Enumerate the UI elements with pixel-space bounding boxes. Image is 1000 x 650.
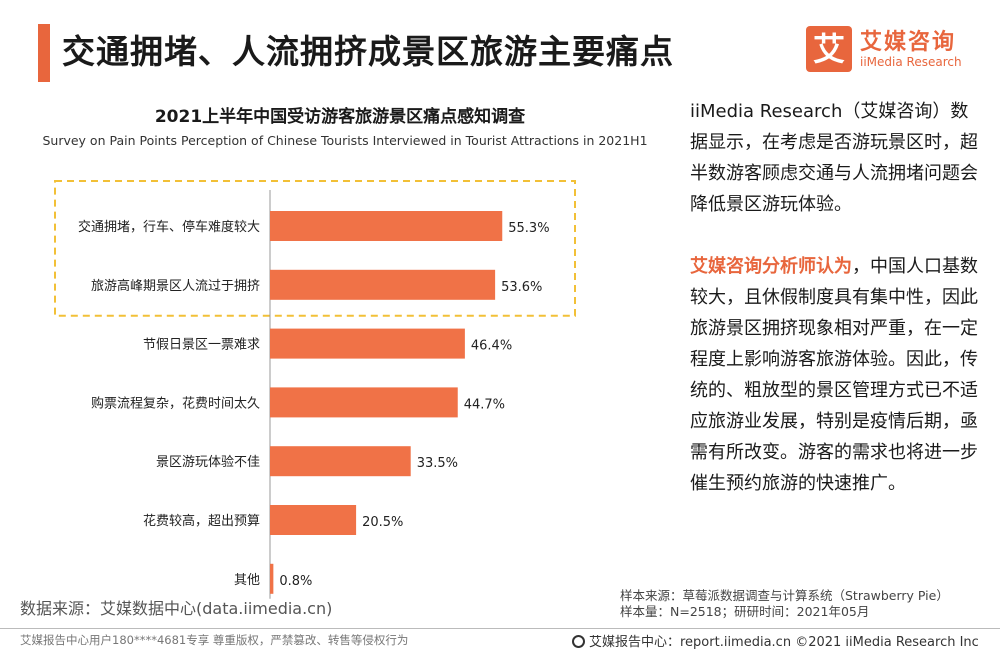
sample-source: 样本来源：草莓派数据调查与计算系统（Strawberry Pie） <box>620 588 949 603</box>
bar-1 <box>270 211 503 241</box>
value-label-6: 20.5% <box>362 515 403 530</box>
chart-title: 2021上半年中国受访游客旅游景区痛点感知调查 <box>154 107 526 127</box>
footer-site-text: 艾媒报告中心：report.iimedia.cn ©2021 iiMedia R… <box>589 635 979 650</box>
value-label-2: 53.6% <box>501 280 542 295</box>
analyst-highlight: 艾媒咨询分析师认为 <box>690 256 852 277</box>
logo-mark-icon: 艾 <box>806 26 852 72</box>
footer-site: 艾媒报告中心：report.iimedia.cn ©2021 iiMedia R… <box>572 631 979 650</box>
logo-text-cn: 艾媒咨询 <box>860 30 957 55</box>
sample-size: 样本量：N=2518；研研时间：2021年05月 <box>620 604 870 619</box>
logo-text-en: iiMedia Research <box>860 55 962 69</box>
highlight-box <box>54 180 576 317</box>
analysis-text: iiMedia Research（艾媒咨询）数据显示，在考虑是否游玩景区时，超半… <box>690 96 980 499</box>
sample-info: 样本来源：草莓派数据调查与计算系统（Strawberry Pie） 样本量：N=… <box>590 588 990 620</box>
category-label-7: 其他 <box>234 573 260 588</box>
bar-5 <box>270 446 411 477</box>
footer-divider <box>0 628 1000 629</box>
analysis-paragraph-1: iiMedia Research（艾媒咨询）数据显示，在考虑是否游玩景区时，超半… <box>690 101 978 215</box>
analysis-paragraph-2: 艾媒咨询分析师认为，中国人口基数较大，且休假制度具有集中性，因此旅游景区拥挤现象… <box>690 251 980 499</box>
report-center-icon <box>572 635 585 648</box>
value-label-5: 33.5% <box>417 456 458 471</box>
category-label-2: 旅游高峰期景区人流过于拥挤 <box>91 278 260 294</box>
category-label-3: 节假日景区一票难求 <box>143 338 260 353</box>
bar-6 <box>270 505 357 535</box>
bar-3 <box>270 328 465 359</box>
category-label-6: 花费较高，超出预算 <box>143 513 260 529</box>
category-label-1: 交通拥堵，行车、停车难度较大 <box>78 219 260 235</box>
bar-chart: 交通拥堵，行车、停车难度较大 55.3% 旅游高峰期景区人流过于拥挤 53.6% 节假日… <box>54 180 576 599</box>
footer-copyright-notice: 艾媒报告中心用户180****4681专享 尊重版权，严禁篡改、转售等侵权行为 <box>20 633 409 647</box>
bar-7 <box>270 563 274 594</box>
bar-4 <box>270 387 458 418</box>
value-label-3: 46.4% <box>471 339 512 354</box>
data-source: 数据来源：艾媒数据中心(data.iimedia.cn) <box>20 599 333 618</box>
page-title: 交通拥堵、人流拥挤成景区旅游主要痛点 <box>62 32 674 71</box>
value-label-4: 44.7% <box>464 397 505 412</box>
category-label-4: 购票流程复杂，花费时间太久 <box>91 395 260 411</box>
analysis-paragraph-2-body: ，中国人口基数较大，且休假制度具有集中性，因此旅游景区拥挤现象相对严重，在一定程… <box>690 256 978 494</box>
title-accent-bar <box>38 24 50 82</box>
value-label-7: 0.8% <box>279 574 312 589</box>
chart-subtitle: Survey on Pain Points Perception of Chin… <box>42 133 648 148</box>
bar-2 <box>270 269 496 300</box>
logo: 艾 艾媒咨询 iiMedia Research <box>806 26 976 76</box>
category-label-5: 景区游玩体验不佳 <box>156 454 260 470</box>
value-label-1: 55.3% <box>508 221 549 236</box>
